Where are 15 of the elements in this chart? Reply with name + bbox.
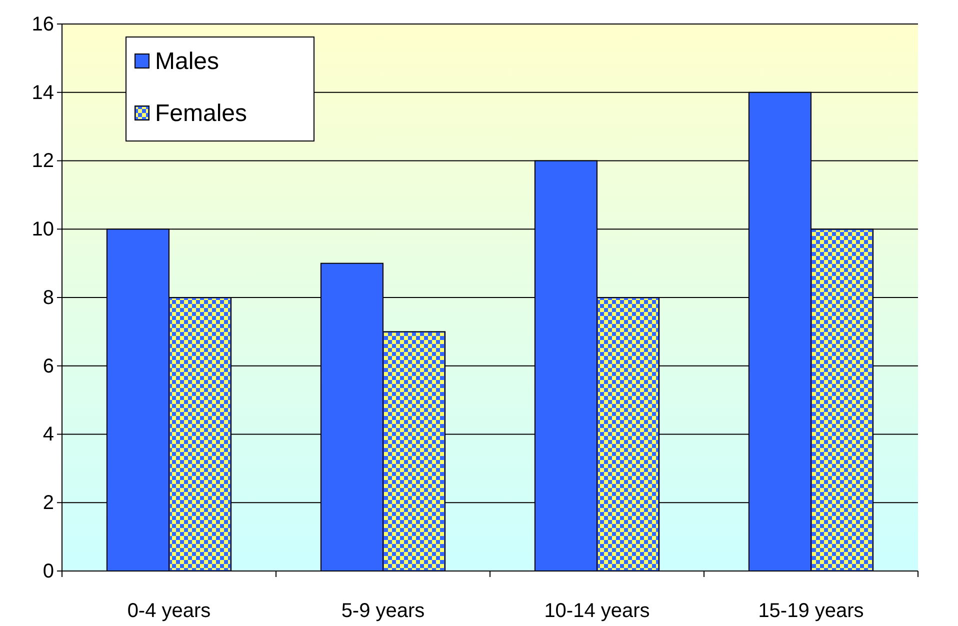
- y-tick-label: 4: [42, 424, 54, 446]
- y-tick-label: 12: [32, 150, 54, 172]
- y-tick-label: 16: [32, 13, 54, 36]
- x-tick-label: 10-14 years: [544, 600, 650, 622]
- y-tick-label: 2: [42, 492, 54, 514]
- y-tick-label: 8: [42, 286, 54, 309]
- y-tick-label: 14: [32, 82, 54, 104]
- x-tick-label: 15-19 years: [758, 600, 864, 622]
- x-tick-label: 0-4 years: [127, 600, 211, 622]
- x-tick-label: 5-9 years: [341, 600, 425, 622]
- y-tick-label: 6: [42, 355, 54, 378]
- y-tick-label: 0: [42, 560, 54, 582]
- y-tick-label: 10: [32, 218, 54, 241]
- legend-label: Males: [155, 48, 220, 75]
- legend-label: Females: [155, 100, 248, 127]
